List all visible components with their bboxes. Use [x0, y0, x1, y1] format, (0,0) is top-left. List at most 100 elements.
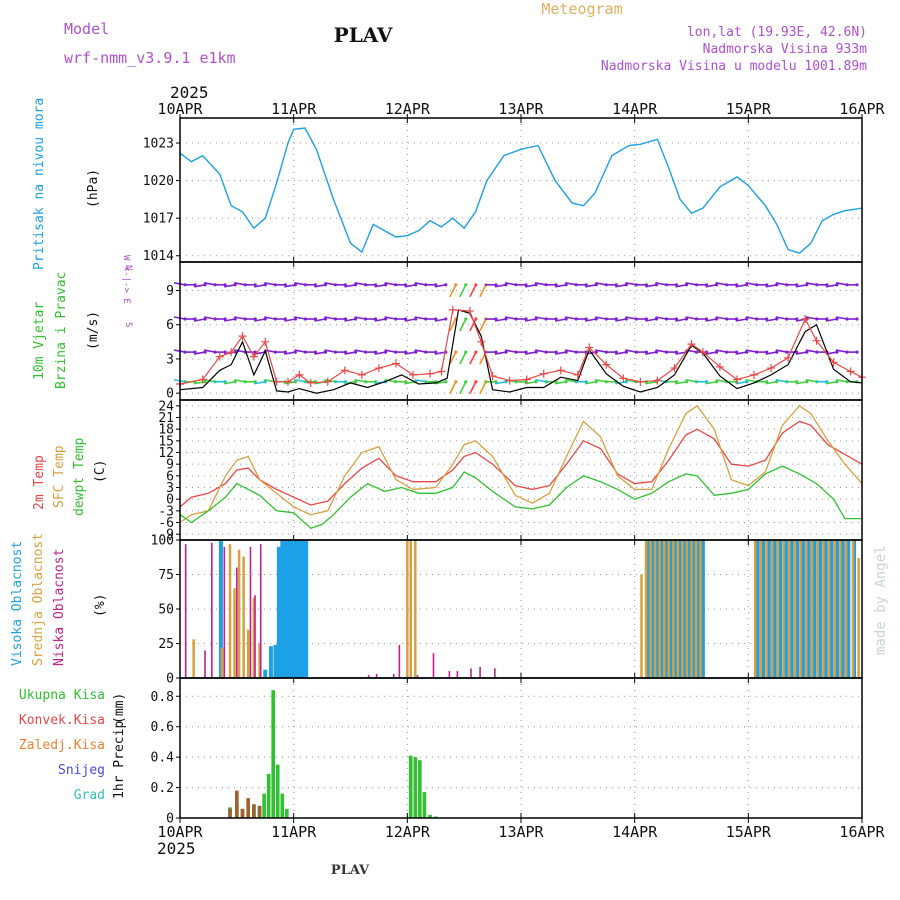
wind-barb-head	[464, 283, 468, 287]
cloud-mid-bar	[690, 540, 693, 678]
cloud-low-bar	[367, 675, 370, 678]
cloud-high-bar	[290, 540, 295, 678]
wind-speed-marker	[829, 358, 838, 367]
wind-barb	[805, 316, 818, 320]
wind-speed-marker	[215, 352, 224, 361]
wind-barb	[254, 318, 266, 322]
wind-barb	[685, 316, 697, 320]
wind-speed-marker	[556, 366, 565, 375]
wind-barb	[765, 318, 777, 322]
wind-barb-head	[835, 380, 839, 384]
wind-barb-head	[564, 350, 568, 354]
wind-barb	[554, 284, 567, 288]
pressure-ytick-label: 1014	[143, 249, 174, 264]
wind-speed-marker	[488, 372, 497, 381]
cloud-high-bar	[783, 540, 788, 678]
wind-speed-marker	[465, 307, 474, 316]
wind-barb-head	[835, 317, 839, 321]
wind-speed-marker	[374, 364, 383, 373]
cloud-mid-bar	[805, 540, 808, 678]
temperature-ytick-label: 24	[158, 399, 174, 414]
wind-speed-marker	[846, 367, 855, 376]
wind-speed-marker	[283, 377, 292, 386]
cloud-high-bar	[304, 540, 309, 678]
clouds-ytick-label: 0	[166, 672, 174, 687]
year-top: 2025	[170, 83, 209, 102]
wind-barb	[625, 378, 637, 383]
wind-barb-head	[494, 317, 498, 321]
wind-barb	[469, 351, 477, 365]
precip-panel: 0 0.2 0.4 0.6 0.8	[151, 678, 863, 827]
wind-barb-head	[203, 317, 207, 321]
wind-barb	[459, 318, 467, 332]
cloud-mid-bar	[414, 540, 417, 678]
cloud-high-bar	[293, 540, 298, 678]
wind-barb	[354, 349, 366, 353]
wind-barb-head	[353, 283, 358, 287]
watermark: made by Angel	[873, 545, 889, 655]
precip-ytick-label: 0.2	[151, 781, 174, 796]
wind-barb	[384, 282, 396, 286]
cloud-high-bar	[218, 540, 223, 678]
wind-barb-head	[474, 350, 478, 354]
cloud-mid-bar	[649, 540, 652, 678]
wind-barb	[224, 318, 236, 322]
wind-barb-head	[353, 380, 358, 384]
temp-ylabel-sfc: SFC Temp	[52, 445, 67, 508]
wind-barb-head	[504, 283, 508, 287]
wind-barb-head	[464, 350, 468, 354]
wind-barb-head	[404, 380, 408, 384]
wind-barb	[565, 282, 577, 286]
wind-barb	[534, 349, 547, 353]
wind-barb	[745, 316, 757, 320]
wind-ytick-label: 3	[166, 352, 174, 367]
wind-speed-marker	[670, 364, 679, 373]
wind-speed-marker	[636, 377, 645, 386]
wind-barb	[735, 351, 747, 355]
wind-barb	[685, 282, 697, 286]
wind-barb	[414, 282, 426, 286]
cloud-mid-bar	[192, 639, 195, 678]
wind-barb-head	[203, 380, 207, 384]
wind-barb-head	[624, 380, 628, 384]
wind-speed-marker	[295, 370, 304, 379]
wind-barb	[825, 284, 838, 288]
cloud-ylabel-low: Niska Oblacnost	[52, 549, 67, 666]
wind-barb-head	[745, 283, 749, 287]
wind-barb	[645, 318, 657, 322]
wind-barb	[615, 284, 627, 288]
wind-barb-head	[735, 283, 739, 287]
wind-speed-marker	[539, 369, 548, 378]
wind-barb	[524, 351, 537, 355]
wind-barb	[374, 284, 386, 288]
cloud-mid-bar	[833, 540, 836, 678]
wind-barb	[284, 351, 296, 355]
wind-barb-head	[353, 317, 358, 321]
wind-barb-head	[795, 283, 799, 287]
precip-legend-conv: Konvek.Kisa	[19, 713, 105, 728]
wind-speed-marker	[477, 337, 486, 346]
x-axis-top-label: 11APR	[271, 100, 317, 118]
wind-barb	[284, 380, 296, 385]
cloud-mid-bar	[822, 540, 825, 678]
temperature-ytick-label: 9	[166, 458, 174, 473]
wind-ytick-label: 0	[166, 387, 174, 402]
cloud-mid-bar	[246, 629, 250, 678]
wind-barb	[404, 351, 416, 355]
wind-barb	[314, 284, 326, 288]
wind-barb	[294, 316, 306, 320]
wind-barb-head	[714, 350, 719, 354]
wind-speed-marker	[653, 376, 662, 385]
wind-barb	[645, 351, 657, 355]
clouds-ytick-label: 100	[151, 534, 174, 549]
cloud-mid-bar	[759, 540, 763, 678]
wind-speed-marker	[448, 305, 457, 314]
wind-barb-head	[564, 283, 568, 287]
wind-barb-head	[825, 380, 829, 384]
wind-barb-head	[293, 350, 297, 354]
cloud-mid-bar	[252, 597, 256, 678]
wind-speed-marker	[238, 332, 247, 341]
wind-speed-marker	[249, 352, 258, 361]
wind-barb	[534, 282, 547, 286]
wind-barb	[775, 378, 787, 383]
